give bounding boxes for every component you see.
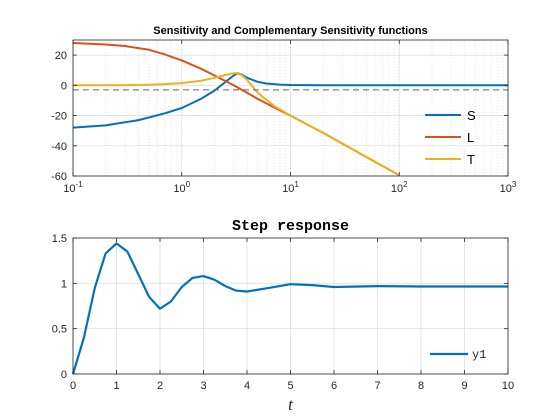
plot1-y-tick-label: 20 xyxy=(55,50,67,62)
plot2-x-tick-label: 6 xyxy=(331,380,337,392)
plot2-x-tick-label: 2 xyxy=(157,380,163,392)
plot1-x-tick-label: 102 xyxy=(391,180,408,195)
plot2-legend: y1 xyxy=(430,348,486,362)
plot1-y-tick-label: -40 xyxy=(51,141,67,153)
legend-L-label: L xyxy=(467,130,474,145)
plot1-y-tick-label: 0 xyxy=(61,80,67,92)
plot2-y-tick-label: 0 xyxy=(61,369,67,381)
plot2-y-tick-label: 1 xyxy=(61,278,67,290)
plot2-x-tick-label: 9 xyxy=(461,380,467,392)
plot2-x-tick-label: 4 xyxy=(244,380,250,392)
plot1-y-tick-label: -20 xyxy=(51,111,67,123)
plot1-title: Sensitivity and Complementary Sensitivit… xyxy=(153,25,427,37)
plot2-title: Step response xyxy=(232,218,349,235)
legend-T-label: T xyxy=(467,152,475,167)
plot1-x-tick-label: 100 xyxy=(173,180,190,195)
plot1-legend: SLT xyxy=(425,108,476,167)
series-y1-line xyxy=(71,242,508,375)
plot2-x-tick-label: 8 xyxy=(418,380,424,392)
plot1-y-tick-label: -60 xyxy=(51,171,67,183)
plot2-x-tick-label: 5 xyxy=(287,380,293,392)
plot2-x-tick-label: 7 xyxy=(374,380,380,392)
plot2-x-tick-label: 1 xyxy=(113,380,119,392)
plot1-x-tick-label: 103 xyxy=(500,180,517,195)
legend-S-label: S xyxy=(467,108,476,123)
plot1-x-tick-label: 101 xyxy=(282,180,299,195)
plot1-x-tick-label: 10-1 xyxy=(63,180,83,195)
plot2-y-tick-label: 0.5 xyxy=(52,324,67,336)
plot2-x-tick-label: 3 xyxy=(200,380,206,392)
legend-y1-label: y1 xyxy=(472,348,486,362)
plot2-y-tick-label: 1.5 xyxy=(52,233,67,245)
plot2-x-tick-label: 0 xyxy=(70,380,76,392)
series-T-line xyxy=(72,72,400,177)
plot2-x-axis-label: t xyxy=(288,395,294,414)
plot2-x-tick-label: 10 xyxy=(502,380,514,392)
plot-step-response: 0 0.5 1 1.5 0 1 2 3 4 5 6 7 8 9 10 Step response t y1 xyxy=(52,218,514,414)
